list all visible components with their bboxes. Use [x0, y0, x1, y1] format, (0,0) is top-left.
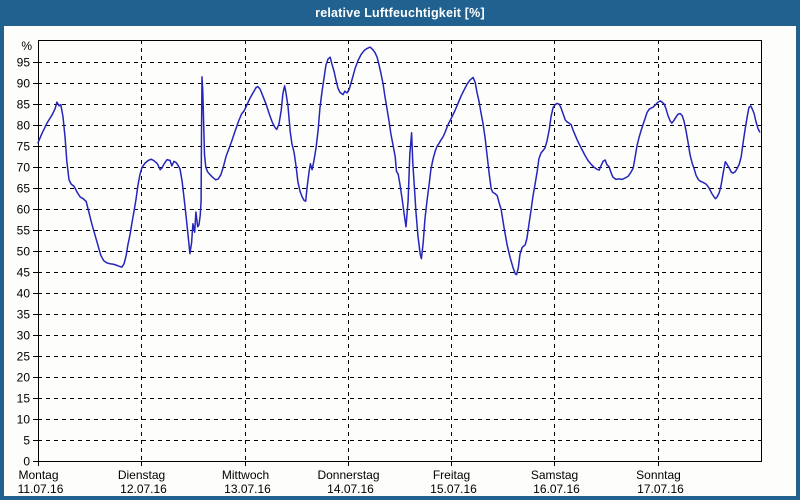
window-titlebar: relative Luftfeuchtigkeit [%]: [0, 0, 800, 26]
chart-area: [4, 26, 796, 496]
chart-title: relative Luftfeuchtigkeit [%]: [315, 6, 485, 20]
